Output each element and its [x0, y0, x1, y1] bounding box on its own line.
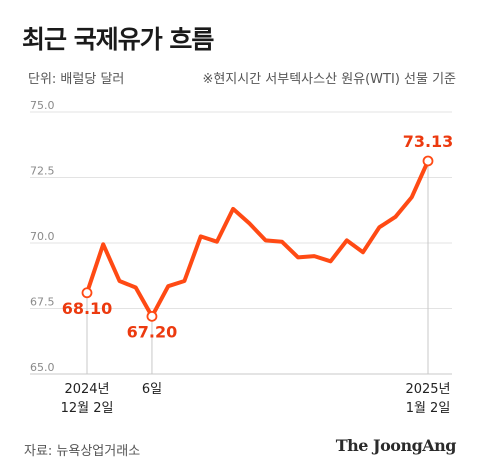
x-tick-label: 6일 [142, 382, 162, 397]
x-tick-label: 12월 2일 [61, 401, 114, 416]
x-tick-label: 2025년 [405, 382, 450, 397]
source-note: 자료: 뉴욕상업거래소 [24, 444, 141, 459]
line-chart: 65.0 67.5 70.0 72.5 75.0 68.10 67.20 73.13 2024년… [30, 99, 454, 416]
publisher-logo: The JoongAng [335, 436, 457, 455]
data-label: 68.10 [62, 299, 113, 318]
data-label: 67.20 [127, 322, 178, 341]
wti-price-line [85, 159, 430, 319]
y-tick-label: 70.0 [30, 230, 55, 243]
x-tick-label: 2024년 [64, 382, 109, 397]
x-tick-label: 1월 2일 [406, 401, 451, 416]
basis-note: ※현지시간 서부텍사스산 원유(WTI) 선물 기준 [202, 72, 456, 87]
unit-note: 단위: 배럴당 달러 [28, 72, 125, 87]
y-tick-label: 72.5 [30, 165, 55, 178]
data-point-marker [81, 287, 93, 299]
chart-title: 최근 국제유가 흐름 [22, 25, 214, 54]
y-tick-label: 65.0 [30, 361, 55, 374]
data-point-marker [146, 310, 158, 322]
y-tick-label: 75.0 [30, 99, 55, 112]
data-point-marker [422, 155, 434, 167]
y-tick-label: 67.5 [30, 296, 55, 309]
data-label: 73.13 [403, 132, 454, 151]
